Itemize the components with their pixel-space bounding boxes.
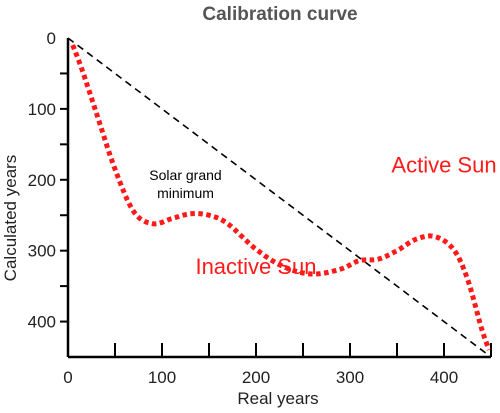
y-tick-label: 200 [28, 171, 56, 190]
x-tick-label: 200 [242, 368, 270, 387]
y-tick-label: 100 [28, 100, 56, 119]
annotations: Solar grand minimum Active Sun Inactive Sun [149, 153, 496, 279]
y-tick-label: 300 [28, 242, 56, 261]
x-axis-label: Real years [237, 389, 318, 408]
ticks: 0 100 200 300 400 0 100 200 300 400 [28, 29, 492, 387]
reference-line [67, 37, 492, 358]
chart-title: Calibration curve [202, 4, 357, 25]
annotation-inactive-sun: Inactive Sun [195, 254, 316, 279]
series-layer [67, 37, 492, 358]
y-axis-label: Calculated years [1, 155, 20, 282]
x-tick-label: 100 [148, 368, 176, 387]
x-tick-label: 300 [336, 368, 364, 387]
y-tick-label: 0 [47, 29, 56, 48]
x-tick-label: 400 [430, 368, 458, 387]
x-tick-label: 0 [63, 368, 72, 387]
calibration-curve [70, 44, 492, 351]
annotation-solar-grand-minimum: Solar grand [149, 167, 221, 183]
y-tick-label: 400 [28, 313, 56, 332]
annotation-active-sun: Active Sun [391, 153, 496, 178]
axes [66, 38, 491, 359]
annotation-solar-grand-minimum: minimum [157, 185, 214, 201]
